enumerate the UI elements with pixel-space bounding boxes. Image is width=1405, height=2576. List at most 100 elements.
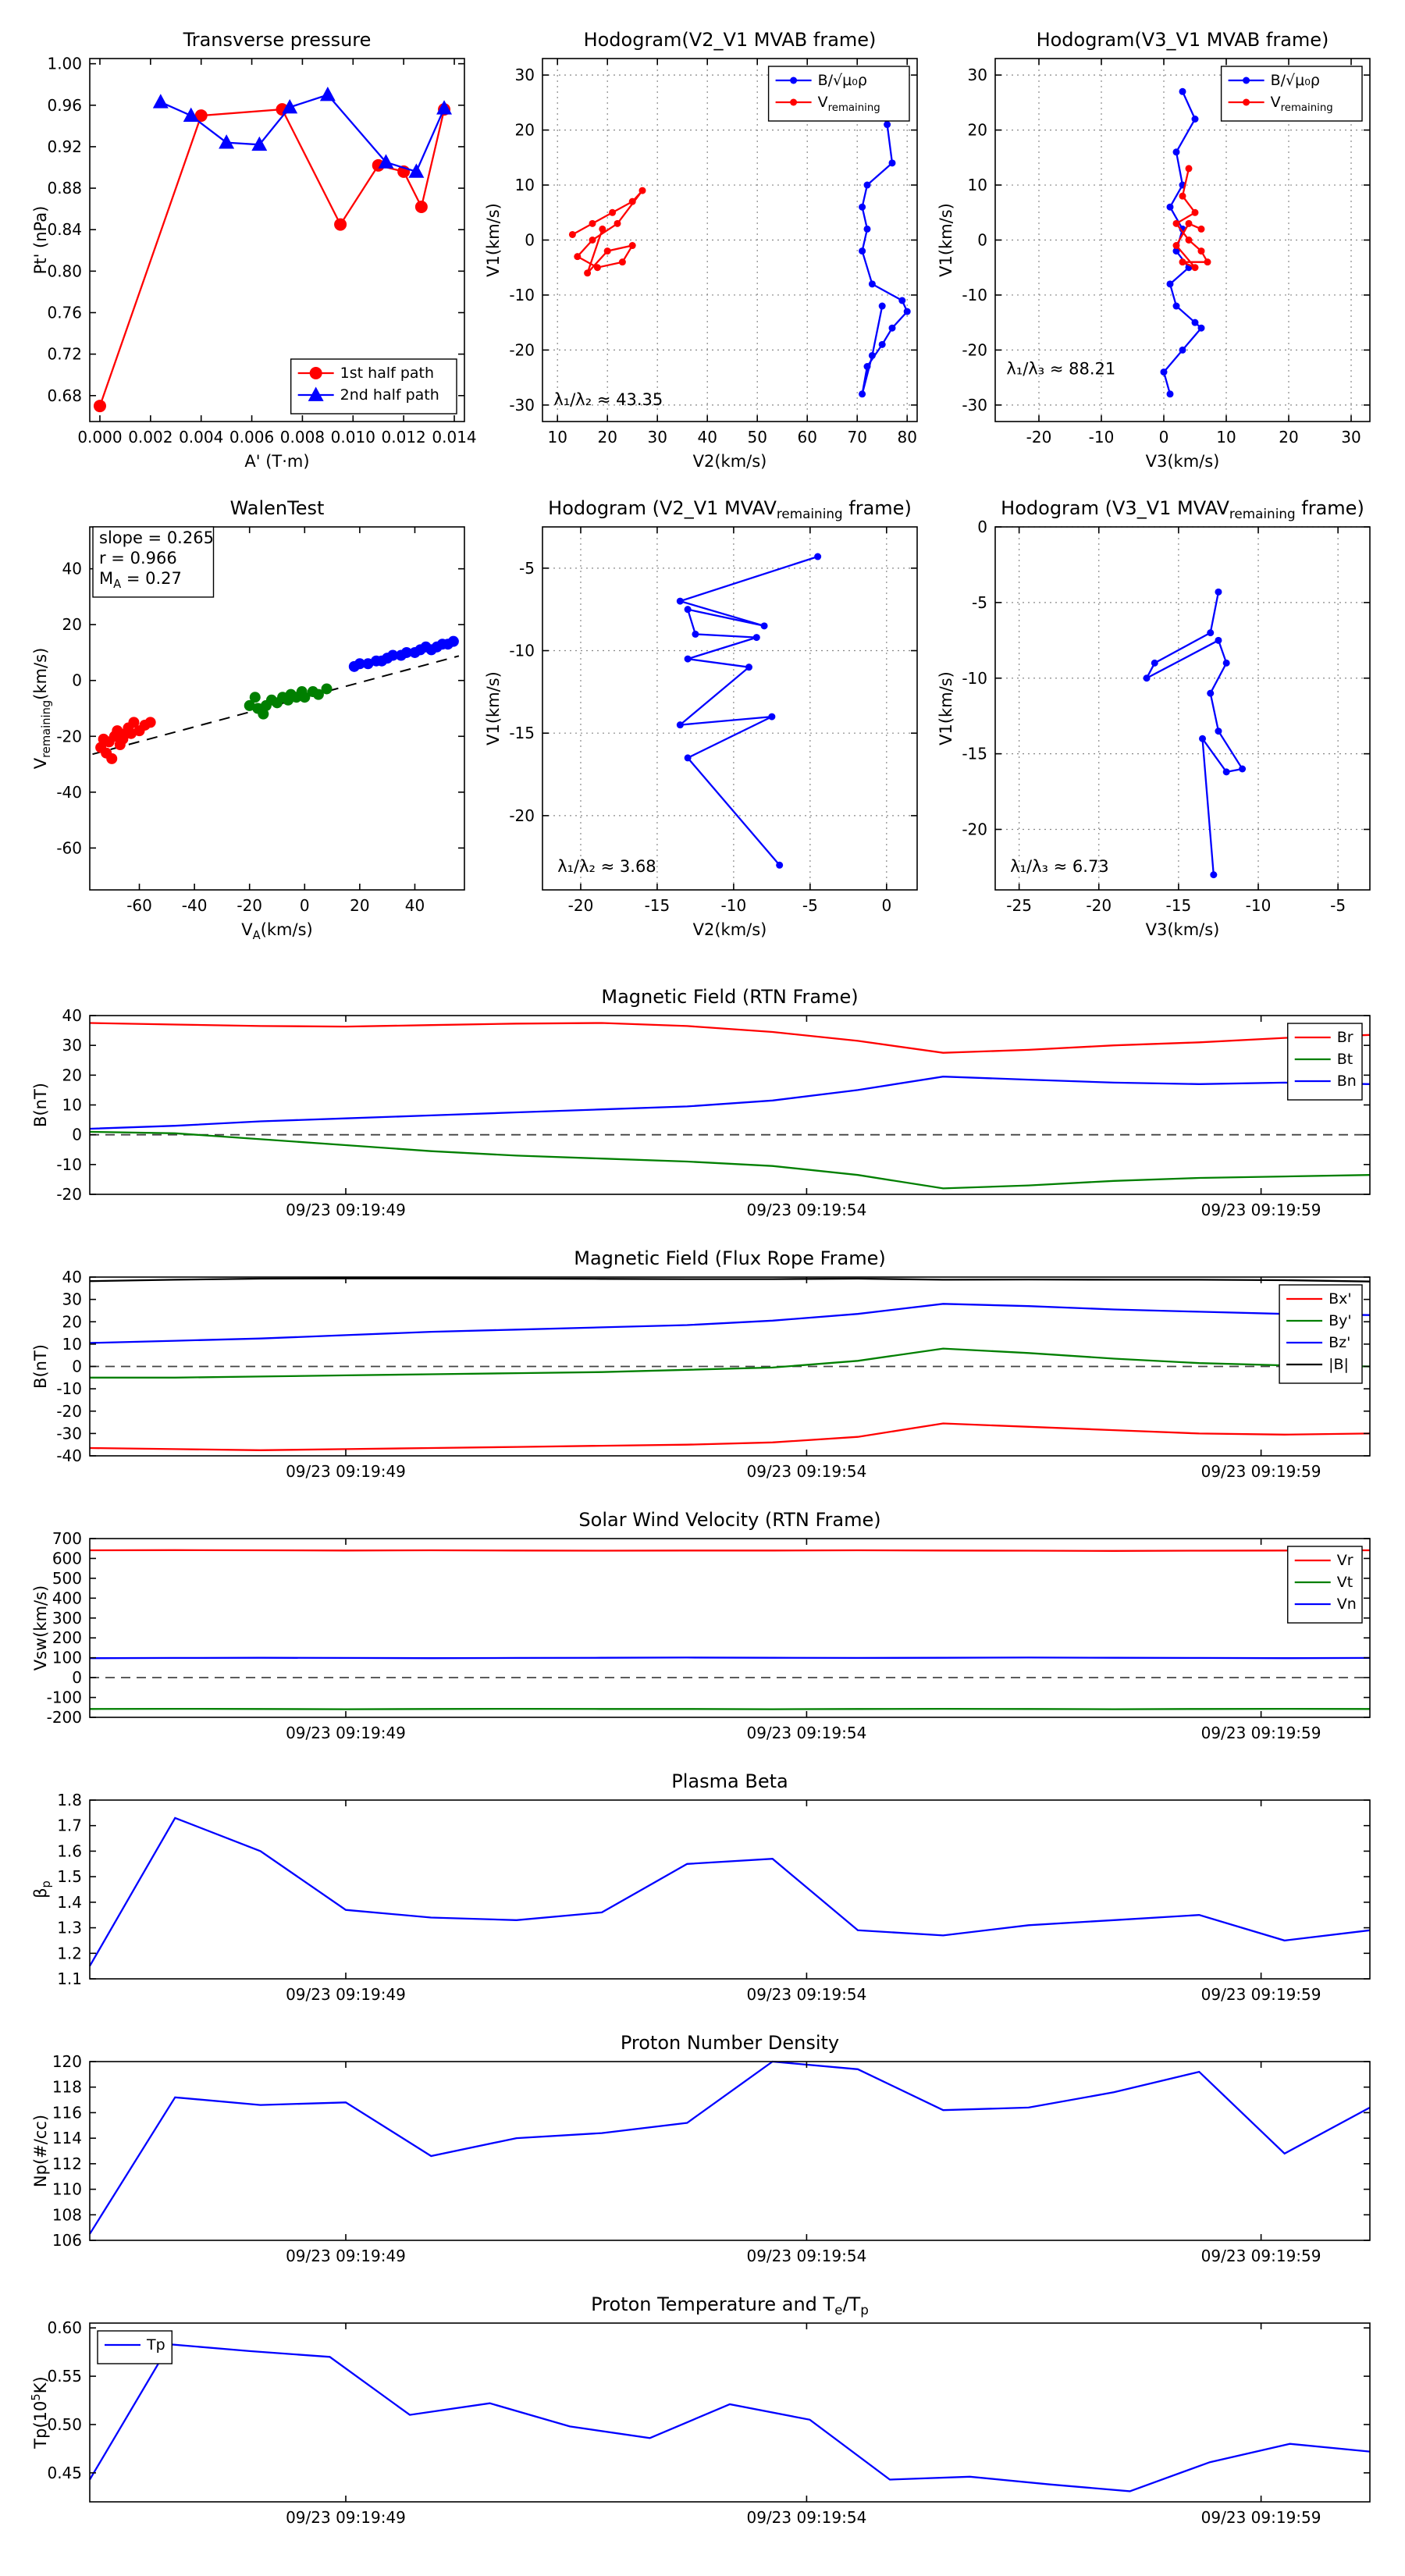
svg-text:Br: Br xyxy=(1337,1029,1353,1046)
svg-text:40: 40 xyxy=(62,1006,82,1025)
svg-text:40: 40 xyxy=(62,1268,82,1286)
svg-text:-20: -20 xyxy=(962,820,987,839)
svg-text:20: 20 xyxy=(968,121,987,140)
svg-text:0: 0 xyxy=(1159,428,1169,447)
svg-text:1.00: 1.00 xyxy=(47,55,82,73)
svg-text:09/23 09:19:59: 09/23 09:19:59 xyxy=(1201,1724,1321,1742)
svg-text:0: 0 xyxy=(72,1357,82,1376)
svg-text:λ₁/λ₃ ≈ 6.73: λ₁/λ₃ ≈ 6.73 xyxy=(1010,857,1108,876)
chart-transverse-pressure: 0.000 0.002 0.004 0.006 0.008 0.010 0.012 0.014… xyxy=(23,20,477,476)
svg-text:-200: -200 xyxy=(47,1708,82,1727)
svg-text:-20: -20 xyxy=(237,896,262,915)
svg-text:Bz': Bz' xyxy=(1329,1334,1350,1351)
svg-text:0.60: 0.60 xyxy=(47,2318,82,2337)
svg-text:λ₁/λ₂ ≈ 43.35: λ₁/λ₂ ≈ 43.35 xyxy=(553,390,663,409)
svg-text:-20: -20 xyxy=(1026,428,1052,447)
svg-text:βp: βp xyxy=(31,1880,53,1898)
svg-text:Bt: Bt xyxy=(1337,1051,1353,1068)
svg-text:0: 0 xyxy=(881,896,891,915)
svg-text:-20: -20 xyxy=(1086,896,1112,915)
chart-proton-number-density: 09/23 09:19:49 09/23 09:19:54 09/23 09:19:… xyxy=(20,2024,1389,2286)
svg-text:0: 0 xyxy=(525,231,535,250)
svg-text:20: 20 xyxy=(1279,428,1298,447)
svg-text:-5: -5 xyxy=(802,896,818,915)
svg-text:-40: -40 xyxy=(56,1446,82,1465)
svg-text:V2(km/s): V2(km/s) xyxy=(693,452,767,471)
svg-text:120: 120 xyxy=(52,2052,82,2071)
svg-text:1.8: 1.8 xyxy=(57,1791,82,1809)
svg-text:-15: -15 xyxy=(645,896,670,915)
svg-text:0.002: 0.002 xyxy=(128,428,173,447)
svg-text:10: 10 xyxy=(968,176,987,194)
svg-text:09/23 09:19:49: 09/23 09:19:49 xyxy=(286,1724,406,1742)
svg-text:09/23 09:19:59: 09/23 09:19:59 xyxy=(1201,1985,1321,2004)
svg-text:40: 40 xyxy=(405,896,425,915)
svg-text:-30: -30 xyxy=(56,1424,82,1443)
svg-text:0.45: 0.45 xyxy=(47,2464,82,2482)
svg-text:09/23 09:19:59: 09/23 09:19:59 xyxy=(1201,1462,1321,1481)
svg-text:50: 50 xyxy=(747,428,767,447)
svg-text:-15: -15 xyxy=(962,745,987,763)
svg-text:Hodogram (V2_V1 MVAVremaining: Hodogram (V2_V1 MVAVremaining frame) xyxy=(548,497,912,521)
svg-text:0: 0 xyxy=(72,1668,82,1687)
svg-text:-15: -15 xyxy=(509,724,535,742)
svg-text:200: 200 xyxy=(52,1628,82,1647)
svg-text:600: 600 xyxy=(52,1549,82,1567)
svg-text:20: 20 xyxy=(597,428,617,447)
svg-text:0.84: 0.84 xyxy=(47,220,82,239)
svg-text:10: 10 xyxy=(62,1335,82,1354)
svg-text:-15: -15 xyxy=(1166,896,1192,915)
svg-text:-10: -10 xyxy=(962,669,987,688)
svg-text:0: 0 xyxy=(72,1126,82,1144)
svg-text:0.010: 0.010 xyxy=(331,428,375,447)
svg-text:V1(km/s): V1(km/s) xyxy=(937,671,955,745)
svg-text:Bn: Bn xyxy=(1337,1073,1357,1090)
svg-text:09/23 09:19:54: 09/23 09:19:54 xyxy=(746,2508,866,2527)
svg-text:-40: -40 xyxy=(56,783,82,802)
svg-text:0.76: 0.76 xyxy=(47,304,82,322)
svg-text:Hodogram(V2_V1 MVAB frame): Hodogram(V2_V1 MVAB frame) xyxy=(584,29,877,51)
svg-text:20: 20 xyxy=(62,1066,82,1084)
svg-text:0: 0 xyxy=(977,518,987,536)
svg-text:Tp(105K): Tp(105K) xyxy=(30,2376,50,2449)
svg-text:-10: -10 xyxy=(962,286,987,304)
svg-text:Pt' (nPa): Pt' (nPa) xyxy=(31,206,50,275)
svg-text:Np(#/cc): Np(#/cc) xyxy=(31,2115,50,2187)
svg-text:Hodogram (V3_V1 MVAVremaining: Hodogram (V3_V1 MVAVremaining frame) xyxy=(1001,497,1364,521)
svg-text:-20: -20 xyxy=(56,727,82,745)
chart-hodogram-v3v1-mvab: -20 -10 0 10 20 30 -30 -20 -10 0 10 20 30 Hodogram(V3… xyxy=(929,20,1382,476)
svg-text:09/23 09:19:49: 09/23 09:19:49 xyxy=(286,1462,406,1481)
svg-text:Vr: Vr xyxy=(1337,1552,1353,1569)
svg-text:09/23 09:19:49: 09/23 09:19:49 xyxy=(286,1985,406,2004)
svg-text:Proton Number Density: Proton Number Density xyxy=(621,2032,839,2054)
svg-text:1.3: 1.3 xyxy=(57,1919,82,1937)
svg-text:20: 20 xyxy=(62,615,82,634)
svg-text:Magnetic Field (Flux Rope Fram: Magnetic Field (Flux Rope Frame) xyxy=(574,1247,885,1269)
svg-text:V1(km/s): V1(km/s) xyxy=(937,203,955,277)
svg-text:70: 70 xyxy=(847,428,866,447)
chart-magnetic-field-rtn: 09/23 09:19:49 09/23 09:19:54 09/23 09:19:… xyxy=(20,978,1389,1240)
svg-text:-60: -60 xyxy=(56,838,82,857)
svg-text:108: 108 xyxy=(52,2205,82,2224)
svg-text:-20: -20 xyxy=(509,340,535,359)
chart-plasma-beta: 09/23 09:19:49 09/23 09:19:54 09/23 09:19:… xyxy=(20,1763,1389,2024)
svg-text:-60: -60 xyxy=(126,896,152,915)
svg-text:B(nT): B(nT) xyxy=(31,1344,50,1389)
svg-text:0.96: 0.96 xyxy=(47,96,82,115)
svg-text:λ₁/λ₂ ≈ 3.68: λ₁/λ₂ ≈ 3.68 xyxy=(557,857,656,876)
svg-text:700: 700 xyxy=(52,1529,82,1548)
svg-text:VA(km/s): VA(km/s) xyxy=(241,920,312,942)
svg-text:Hodogram(V3_V1 MVAB frame): Hodogram(V3_V1 MVAB frame) xyxy=(1037,29,1329,51)
svg-text:0: 0 xyxy=(300,896,310,915)
svg-text:09/23 09:19:59: 09/23 09:19:59 xyxy=(1201,1201,1321,1219)
svg-text:0: 0 xyxy=(72,671,82,690)
svg-text:400: 400 xyxy=(52,1589,82,1607)
svg-text:0.68: 0.68 xyxy=(47,386,82,405)
svg-text:-20: -20 xyxy=(56,1185,82,1204)
svg-text:-30: -30 xyxy=(509,396,535,415)
svg-text:40: 40 xyxy=(62,560,82,578)
svg-text:0.50: 0.50 xyxy=(47,2415,82,2434)
svg-text:30: 30 xyxy=(62,1290,82,1309)
svg-text:-20: -20 xyxy=(568,896,594,915)
